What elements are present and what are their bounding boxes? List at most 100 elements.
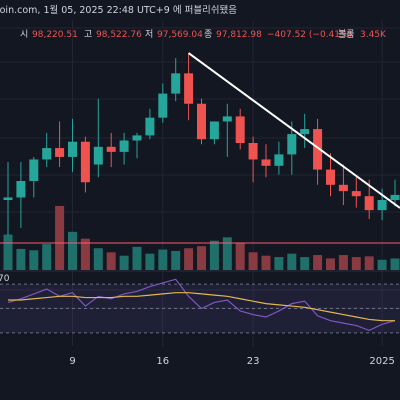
price-change: −407.52 (−0.41%)	[267, 30, 352, 40]
ohlc-close-label: 종	[204, 29, 212, 40]
candle[interactable]	[261, 144, 271, 178]
candle-body	[209, 121, 219, 140]
candle-body	[16, 181, 26, 198]
chart-title: bitcoin.com, 1월 05, 2025 22:48 UTC+9 에 퍼…	[0, 4, 237, 16]
rsi-axis-label: 70	[0, 274, 10, 284]
candle[interactable]	[68, 118, 77, 173]
volume-bar	[3, 234, 13, 270]
volume-bar	[287, 253, 297, 270]
volume-bar	[313, 255, 323, 270]
candle-body	[287, 134, 297, 155]
ohlc-open-label: 시	[20, 29, 28, 40]
candle[interactable]	[3, 162, 13, 236]
volume-bar	[351, 257, 361, 270]
candle[interactable]	[222, 103, 232, 157]
candle[interactable]	[313, 118, 323, 185]
volume-bar	[326, 258, 335, 270]
candle[interactable]	[287, 121, 297, 175]
volume-bar	[158, 249, 168, 270]
candle[interactable]	[93, 98, 103, 178]
candle-body	[93, 146, 103, 165]
candle[interactable]	[16, 162, 26, 228]
volume-bar	[93, 248, 103, 270]
candle-body	[326, 169, 335, 185]
candle[interactable]	[42, 132, 52, 168]
x-axis: 9 16 23 2025	[69, 356, 395, 367]
candle[interactable]	[390, 179, 400, 207]
candle-body	[261, 159, 271, 166]
volume-value: 3.45K	[360, 30, 387, 40]
candle-body	[145, 117, 155, 136]
candle[interactable]	[209, 121, 219, 145]
candle-body	[106, 146, 116, 152]
candle-body	[3, 197, 13, 200]
x-tick-label: 23	[247, 356, 260, 367]
candle-body	[222, 116, 232, 122]
volume-bar	[42, 244, 52, 270]
candle-body	[80, 141, 90, 183]
volume-bar	[390, 258, 400, 270]
candle[interactable]	[158, 83, 168, 123]
volume-bar	[184, 248, 194, 270]
candle[interactable]	[171, 58, 181, 102]
candle-body	[235, 116, 245, 143]
candle-body	[68, 141, 77, 157]
candle[interactable]	[145, 108, 155, 140]
volume-bar	[80, 238, 90, 270]
rsi-line	[7, 278, 396, 332]
volume-bar	[16, 248, 26, 270]
x-tick-label: 16	[156, 356, 169, 367]
volume-bar	[261, 255, 271, 270]
candle[interactable]	[132, 132, 142, 159]
rsi-panel	[0, 278, 400, 334]
candle[interactable]	[106, 132, 116, 168]
candle-body	[184, 73, 194, 104]
volume-bar	[274, 257, 284, 270]
volume-bar	[222, 237, 232, 270]
candle[interactable]	[351, 177, 361, 208]
candle[interactable]	[184, 53, 194, 121]
ohlc-high-value: 98,522.76	[96, 30, 142, 40]
candle-body	[338, 184, 348, 192]
volume-bar	[145, 253, 155, 270]
volume-bar	[29, 250, 39, 270]
candle[interactable]	[338, 164, 348, 206]
ohlc-low-value: 97,569.04	[157, 30, 203, 40]
x-tick-label: 9	[69, 356, 75, 367]
candle[interactable]	[300, 113, 310, 149]
volume-bar	[300, 257, 310, 270]
candle[interactable]	[197, 98, 206, 145]
volume-bar	[364, 256, 374, 270]
candle-body	[351, 191, 361, 197]
candle[interactable]	[80, 136, 90, 193]
candle-body	[119, 140, 129, 152]
candle[interactable]	[29, 156, 39, 198]
candle-body	[158, 93, 168, 118]
candle-body	[171, 73, 181, 94]
ohlc-close-value: 97,812.98	[216, 30, 262, 40]
candle-body	[197, 103, 206, 140]
volume-bar	[338, 255, 348, 270]
x-tick-label: 2025	[369, 356, 394, 367]
candle-body	[248, 143, 258, 160]
candle[interactable]	[235, 108, 245, 150]
candle-body	[132, 135, 142, 141]
candlestick-series	[3, 53, 400, 236]
candle-body	[42, 148, 52, 160]
ohlc-high-label: 고	[84, 30, 92, 40]
candle[interactable]	[119, 132, 129, 165]
candle-body	[377, 200, 387, 211]
trend-line[interactable]	[188, 52, 400, 209]
candle[interactable]	[326, 153, 335, 197]
volume-bar	[119, 255, 129, 270]
rsi-ma-line	[8, 292, 395, 322]
candle[interactable]	[274, 141, 284, 175]
volume-bar	[377, 259, 387, 270]
candle[interactable]	[55, 121, 65, 168]
volume-bar	[248, 252, 258, 270]
candle[interactable]	[248, 136, 258, 183]
volume-bar	[235, 243, 245, 270]
candle-body	[390, 194, 400, 200]
